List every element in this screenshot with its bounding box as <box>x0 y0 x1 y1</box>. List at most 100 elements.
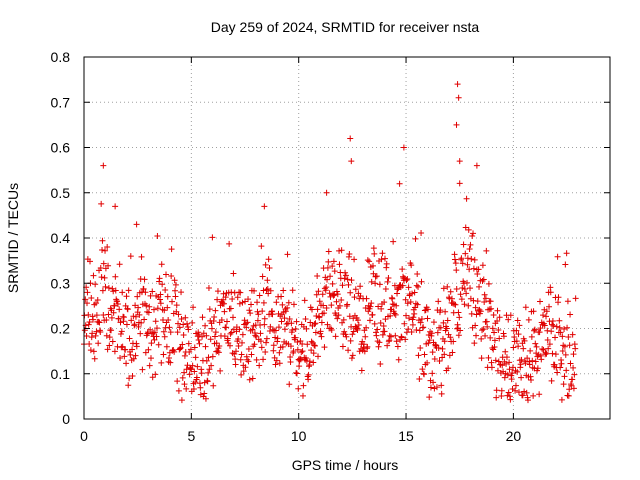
data-point <box>347 135 354 142</box>
data-point <box>334 291 341 298</box>
data-point <box>176 324 183 331</box>
data-point <box>444 283 451 290</box>
data-point <box>467 241 474 248</box>
data-point <box>389 301 396 308</box>
data-point <box>455 94 462 101</box>
data-point <box>491 344 498 351</box>
data-point <box>480 276 487 283</box>
data-point <box>203 332 210 339</box>
data-point <box>487 298 494 305</box>
data-point <box>416 327 423 334</box>
data-point <box>270 347 277 354</box>
data-point <box>323 305 330 312</box>
data-point <box>530 392 537 399</box>
data-point <box>417 344 424 351</box>
data-point <box>339 282 346 289</box>
data-point <box>201 390 208 397</box>
data-point <box>483 318 490 325</box>
data-point <box>152 371 159 378</box>
data-point <box>84 289 91 296</box>
data-point <box>117 319 124 326</box>
data-point <box>449 349 456 356</box>
data-point <box>324 264 331 271</box>
data-point <box>415 352 422 359</box>
data-point <box>160 316 167 323</box>
data-point <box>501 374 508 381</box>
data-point <box>380 323 387 330</box>
data-point <box>411 310 418 317</box>
data-point <box>456 314 463 321</box>
data-point <box>88 295 95 302</box>
data-point <box>255 311 262 318</box>
data-point <box>406 315 413 322</box>
data-point <box>527 347 534 354</box>
data-point <box>403 277 410 284</box>
data-point <box>393 302 400 309</box>
data-point <box>239 299 246 306</box>
data-point <box>310 350 317 357</box>
data-point <box>139 366 146 373</box>
data-point <box>459 285 466 292</box>
data-point <box>103 332 110 339</box>
data-point <box>185 340 192 347</box>
data-point <box>286 316 293 323</box>
data-point <box>488 364 495 371</box>
y-tick-label: 0.6 <box>51 140 71 156</box>
data-point <box>260 356 267 363</box>
x-tick-label: 5 <box>187 428 195 444</box>
data-point <box>490 311 497 318</box>
data-point <box>519 392 526 399</box>
data-point <box>536 391 543 398</box>
data-point <box>543 350 550 357</box>
data-point <box>276 349 283 356</box>
data-point <box>185 326 192 333</box>
data-point <box>487 334 494 341</box>
data-point <box>417 319 424 326</box>
data-point <box>110 288 117 295</box>
data-point <box>278 293 285 300</box>
data-point <box>85 311 92 318</box>
axis-ticks <box>83 56 610 420</box>
data-point <box>305 371 312 378</box>
data-point <box>155 341 162 348</box>
data-point <box>555 294 562 301</box>
data-point <box>123 360 130 367</box>
data-point <box>447 334 454 341</box>
data-point <box>91 355 98 362</box>
data-point <box>357 283 364 290</box>
data-point <box>296 363 303 370</box>
data-point <box>557 364 564 371</box>
data-point <box>133 343 140 350</box>
data-point <box>154 305 161 312</box>
data-point <box>315 353 322 360</box>
data-point <box>495 358 502 365</box>
data-point <box>306 358 313 365</box>
data-point <box>163 271 170 278</box>
data-point <box>195 336 202 343</box>
data-point <box>570 351 577 358</box>
data-point <box>311 321 318 328</box>
data-point <box>98 274 105 281</box>
data-point <box>217 367 224 374</box>
data-point <box>172 293 179 300</box>
data-point <box>168 246 175 253</box>
data-point <box>352 286 359 293</box>
data-point <box>256 362 263 369</box>
data-point <box>258 344 265 351</box>
data-point <box>323 189 330 196</box>
data-point <box>429 349 436 356</box>
data-point <box>296 355 303 362</box>
data-point <box>498 387 505 394</box>
data-point <box>389 295 396 302</box>
data-point <box>132 352 139 359</box>
data-point <box>418 229 425 236</box>
data-point <box>86 340 93 347</box>
data-point <box>508 376 515 383</box>
data-point <box>502 348 509 355</box>
data-point <box>566 342 573 349</box>
data-point <box>214 296 221 303</box>
data-point <box>232 356 239 363</box>
data-point <box>477 308 484 315</box>
data-point <box>529 357 536 364</box>
data-point <box>548 377 555 384</box>
